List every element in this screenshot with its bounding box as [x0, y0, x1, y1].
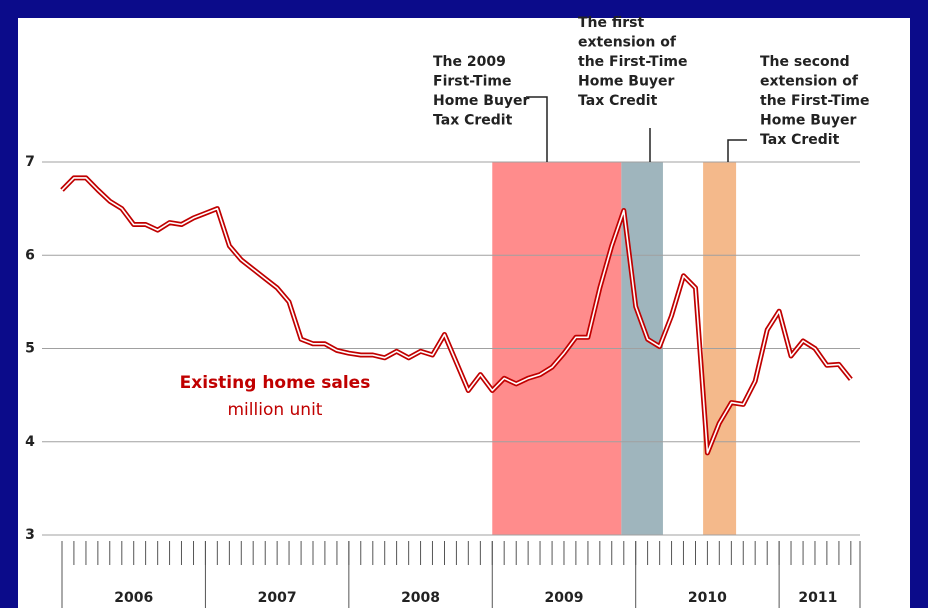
annotation-text: extension of — [760, 74, 859, 90]
x-tick-label: 2006 — [114, 590, 153, 606]
series-label: Existing home sales — [180, 373, 371, 393]
x-tick-label: 2011 — [798, 590, 837, 606]
series-line-inner — [61, 177, 852, 454]
annotation-text: Home Buyer — [578, 74, 675, 90]
annotation-leader — [727, 139, 747, 162]
y-tick-label: 3 — [25, 527, 35, 543]
unit-label: million unit — [228, 400, 323, 420]
x-tick-label: 2010 — [688, 590, 727, 606]
x-tick-label: 2009 — [544, 590, 583, 606]
x-tick-label: 2007 — [258, 590, 297, 606]
annotation-text: Tax Credit — [433, 113, 513, 129]
annotation-text: The second — [760, 54, 850, 70]
y-tick-label: 7 — [25, 154, 35, 170]
annotation-text: First-Time — [433, 74, 511, 90]
y-tick-label: 4 — [25, 434, 35, 450]
y-tick-label: 6 — [25, 247, 35, 263]
chart-area — [18, 18, 910, 608]
y-tick-label: 5 — [25, 341, 35, 357]
annotation-text: extension of — [578, 35, 677, 51]
annotation-text: Tax Credit — [578, 93, 658, 109]
annotation-text: the First-Time — [760, 93, 870, 109]
annotation-text: Home Buyer — [760, 113, 857, 129]
annotation-text: Tax Credit — [760, 132, 840, 148]
annotation-text: Home Buyer — [433, 93, 530, 109]
x-tick-label: 2008 — [401, 590, 440, 606]
annotation-text: The first — [578, 15, 645, 31]
annotation-leader — [526, 96, 548, 162]
annotation-text: the First-Time — [578, 54, 688, 70]
annotation-text: The 2009 — [433, 54, 506, 70]
